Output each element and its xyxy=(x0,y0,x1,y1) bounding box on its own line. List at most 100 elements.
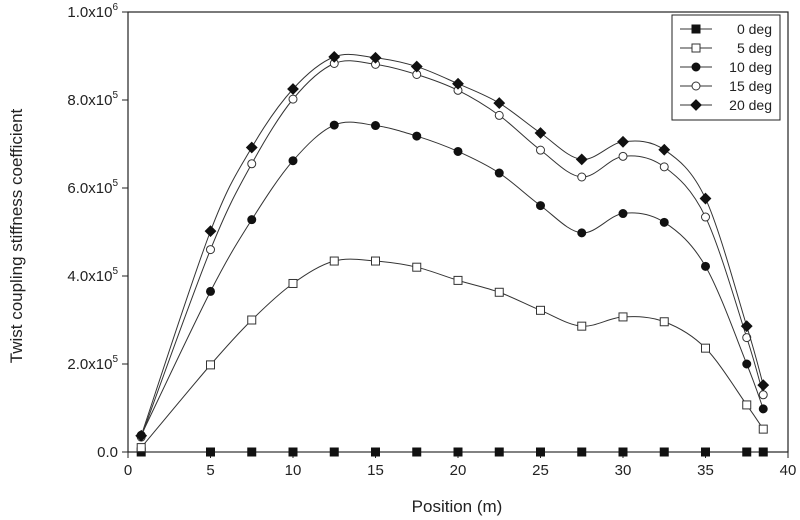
series-line xyxy=(140,258,764,448)
series-line xyxy=(140,60,764,438)
x-axis-title: Position (m) xyxy=(412,497,503,516)
data-point xyxy=(453,447,463,457)
data-point xyxy=(288,447,298,457)
data-point xyxy=(742,447,752,457)
data-point xyxy=(659,317,669,327)
data-point xyxy=(288,156,298,166)
data-point xyxy=(328,50,341,63)
legend-marker xyxy=(690,99,702,111)
data-point xyxy=(206,286,215,296)
x-tick-label: 20 xyxy=(450,462,467,479)
data-point xyxy=(758,447,768,457)
data-point xyxy=(412,262,422,272)
data-point xyxy=(494,287,504,297)
y-tick-label: 1.0x106 xyxy=(67,2,118,21)
data-point xyxy=(575,153,588,166)
data-point xyxy=(536,201,545,211)
data-point xyxy=(329,120,339,130)
data-point xyxy=(617,135,629,148)
data-point xyxy=(659,162,669,172)
legend-marker xyxy=(691,43,701,53)
data-point xyxy=(247,315,257,325)
y-tick-label: 6.0x105 xyxy=(67,178,118,197)
data-point xyxy=(577,228,587,238)
y-tick-label: 8.0x105 xyxy=(67,90,118,109)
data-point xyxy=(577,321,587,331)
legend-entry: 5 deg xyxy=(680,40,772,56)
data-point xyxy=(412,447,422,457)
data-point xyxy=(245,141,258,154)
data-point xyxy=(288,278,298,288)
data-point xyxy=(410,60,423,73)
data-point xyxy=(494,110,504,120)
legend-entry: 10 deg xyxy=(680,59,772,75)
data-point xyxy=(618,151,628,161)
x-tick-label: 5 xyxy=(206,462,214,479)
legend-entry: 15 deg xyxy=(680,78,772,94)
data-point xyxy=(536,447,545,457)
legend-entry: 20 deg xyxy=(680,97,772,113)
data-point xyxy=(658,143,671,156)
data-point xyxy=(618,312,628,322)
legend-label: 10 deg xyxy=(729,59,772,75)
legend: 0 deg 5 deg 10 deg 15 deg 20 deg xyxy=(671,14,781,121)
data-point xyxy=(758,390,768,400)
data-point xyxy=(206,360,215,370)
legend-entry: 0 deg xyxy=(680,21,772,37)
y-tick-label: 0.0 xyxy=(97,444,118,461)
x-tick-label: 15 xyxy=(367,462,384,479)
data-point xyxy=(329,256,339,266)
data-point xyxy=(536,305,545,315)
data-point xyxy=(758,404,768,414)
data-point xyxy=(204,225,217,238)
data-point xyxy=(371,447,380,457)
data-point xyxy=(371,256,380,266)
data-point xyxy=(758,424,768,434)
series-20-deg xyxy=(135,50,770,442)
series-0-deg xyxy=(136,447,768,457)
data-point xyxy=(288,94,298,104)
data-point xyxy=(742,333,752,343)
data-point xyxy=(206,245,215,255)
data-point xyxy=(453,146,463,156)
data-point xyxy=(534,127,547,139)
series-line xyxy=(140,53,764,436)
data-point xyxy=(577,172,587,182)
legend-label: 15 deg xyxy=(729,78,772,94)
legend-label: 20 deg xyxy=(729,97,772,113)
data-point xyxy=(618,447,628,457)
data-point xyxy=(618,209,628,219)
data-point xyxy=(699,192,712,205)
data-point xyxy=(494,447,504,457)
x-tick-label: 30 xyxy=(615,462,632,479)
data-point xyxy=(742,400,752,410)
data-point xyxy=(701,212,710,222)
data-point xyxy=(742,359,752,369)
legend-marker xyxy=(691,81,701,91)
legend-label: 5 deg xyxy=(737,40,772,56)
data-point xyxy=(536,145,545,155)
data-point xyxy=(371,121,380,131)
data-point xyxy=(247,447,257,457)
data-point xyxy=(493,97,506,109)
data-point xyxy=(329,447,339,457)
legend-marker xyxy=(691,62,701,72)
data-point xyxy=(135,429,148,442)
data-point xyxy=(206,447,215,457)
x-tick-label: 25 xyxy=(532,462,549,479)
series-10-deg xyxy=(136,120,768,440)
data-point xyxy=(287,83,299,95)
x-tick-label: 10 xyxy=(285,462,302,479)
data-point xyxy=(701,447,710,457)
data-point xyxy=(247,159,257,169)
series-layer xyxy=(135,50,770,457)
legend-label: 0 deg xyxy=(737,21,772,37)
data-point xyxy=(412,131,422,141)
x-tick-label: 0 xyxy=(124,462,132,479)
y-tick-label: 4.0x105 xyxy=(67,266,118,285)
data-point xyxy=(247,215,257,225)
data-point xyxy=(701,261,710,271)
data-point xyxy=(369,51,382,64)
